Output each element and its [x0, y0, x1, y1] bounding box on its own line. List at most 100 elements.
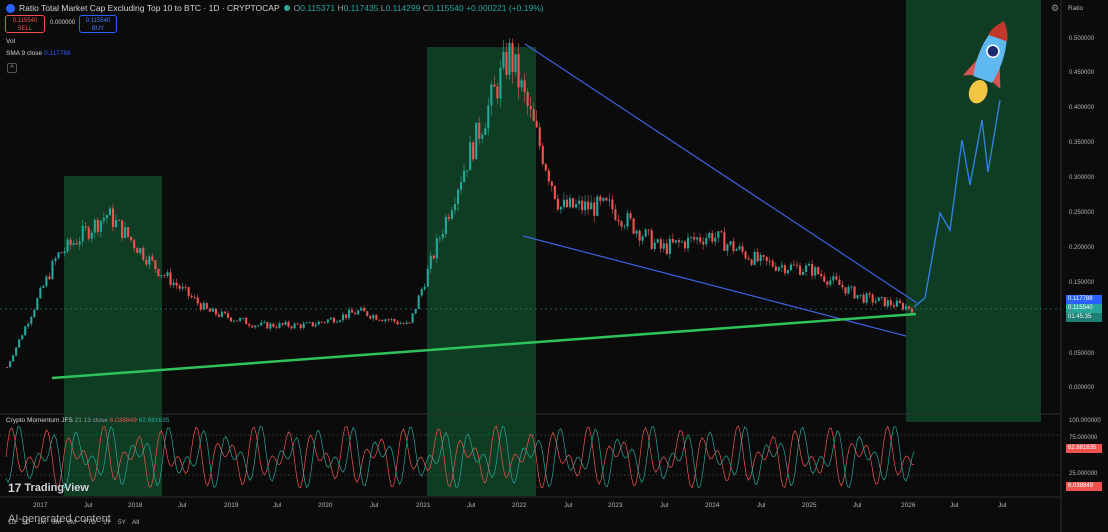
candle: [496, 86, 499, 99]
candle: [42, 286, 45, 288]
candle: [36, 298, 39, 310]
momentum-oscillator: [5, 425, 915, 489]
timeframe-1m[interactable]: 1M: [37, 519, 47, 526]
timeframe-1y[interactable]: 1Y: [103, 519, 111, 526]
candle: [711, 233, 714, 242]
candle: [907, 306, 911, 309]
candle: [399, 323, 402, 325]
candle: [148, 256, 151, 265]
candle: [723, 232, 726, 251]
candle: [348, 309, 351, 318]
candle: [702, 241, 705, 245]
candle: [650, 230, 653, 249]
candle: [130, 236, 133, 241]
candle: [117, 220, 121, 221]
candle: [199, 303, 202, 310]
price-tick: 0.150000: [1069, 280, 1095, 286]
upper-trendline[interactable]: [524, 43, 918, 304]
candle: [45, 276, 48, 287]
timeframe-5d[interactable]: 5D: [22, 519, 31, 526]
candle: [575, 204, 578, 208]
timeframe-ytd[interactable]: YTD: [83, 519, 96, 526]
candle: [133, 240, 136, 249]
chart-title[interactable]: Ratio Total Market Cap Excluding Top 10 …: [19, 3, 280, 13]
sma-indicator[interactable]: SMA 9 close 0.117788: [6, 50, 71, 57]
x-tick: Jul: [660, 502, 669, 509]
candle: [272, 323, 275, 328]
candle: [547, 170, 550, 182]
settings-icon[interactable]: ⚙: [1051, 3, 1060, 13]
candle: [463, 170, 466, 183]
candle: [774, 266, 777, 271]
candle: [568, 198, 572, 208]
candle: [299, 324, 302, 329]
candle: [584, 201, 587, 211]
x-tick: Jul: [273, 502, 282, 509]
candle: [417, 295, 420, 309]
projection-path[interactable]: [913, 99, 1001, 308]
candle: [169, 272, 172, 286]
candle: [278, 323, 281, 328]
candle: [314, 324, 317, 327]
timeframe-1d[interactable]: 1D: [8, 519, 17, 526]
candle: [102, 217, 105, 221]
x-tick: 2018: [128, 502, 143, 509]
candle: [844, 287, 847, 294]
x-tick: Jul: [757, 502, 766, 509]
timeframe-6m[interactable]: 6M: [67, 519, 77, 526]
candle: [190, 295, 193, 298]
candle: [493, 84, 496, 87]
ohlc-values: O0.115371 H0.117435 L0.114299 C0.115540 …: [293, 3, 544, 13]
support-line[interactable]: [51, 312, 917, 380]
osc-tag-upper: 62.681635: [1066, 444, 1102, 453]
price-tick: 0.300000: [1069, 175, 1095, 181]
candle: [335, 321, 339, 323]
candle: [514, 54, 517, 72]
price-tick: 0.050000: [1069, 351, 1095, 357]
timeframe-3m[interactable]: 3M: [52, 519, 62, 526]
candle: [553, 185, 556, 199]
candle: [372, 315, 375, 319]
candle: [638, 230, 641, 241]
candle: [805, 265, 808, 272]
rocket-icon: [962, 21, 1008, 104]
buy-button[interactable]: 0.115540 BUY: [79, 15, 117, 33]
x-tick: 2021: [416, 502, 431, 509]
x-tick: 2025: [802, 502, 817, 509]
candle: [886, 300, 889, 307]
candle: [57, 252, 60, 259]
momentum-legend[interactable]: Crypto Momentum JFS 21 13 close 6.038849…: [6, 417, 170, 424]
candle: [444, 216, 447, 234]
candle: [178, 285, 181, 289]
candle: [450, 210, 454, 219]
sell-button[interactable]: 0.115540 SELL: [5, 15, 45, 33]
candle: [720, 231, 723, 233]
candle: [12, 355, 15, 362]
candle: [892, 305, 895, 307]
candle: [223, 311, 227, 314]
x-tick: Jul: [84, 502, 93, 509]
x-tick: 2024: [705, 502, 720, 509]
symbol-icon: [6, 3, 15, 13]
collapse-indicators-button[interactable]: ^: [7, 63, 17, 73]
timeframe-all[interactable]: All: [132, 519, 140, 526]
scale-mode[interactable]: Ratio: [1068, 5, 1084, 12]
candle: [814, 267, 817, 276]
candle: [341, 314, 345, 321]
price-tick: 0.200000: [1069, 245, 1095, 251]
candle: [859, 294, 862, 296]
tradingview-logo[interactable]: 17 TradingView: [8, 481, 89, 495]
vol-label[interactable]: Vol: [6, 38, 16, 45]
candle: [614, 209, 617, 220]
candle: [233, 320, 236, 322]
candle: [338, 320, 342, 322]
candle: [777, 267, 780, 271]
timeframe-5y[interactable]: 5Y: [118, 519, 126, 526]
candle: [426, 268, 429, 287]
candle: [674, 240, 678, 243]
candle: [378, 319, 381, 321]
price-tick: 0.400000: [1069, 105, 1095, 111]
candle: [245, 317, 248, 325]
tradingview-logo-icon: 17: [8, 481, 22, 495]
